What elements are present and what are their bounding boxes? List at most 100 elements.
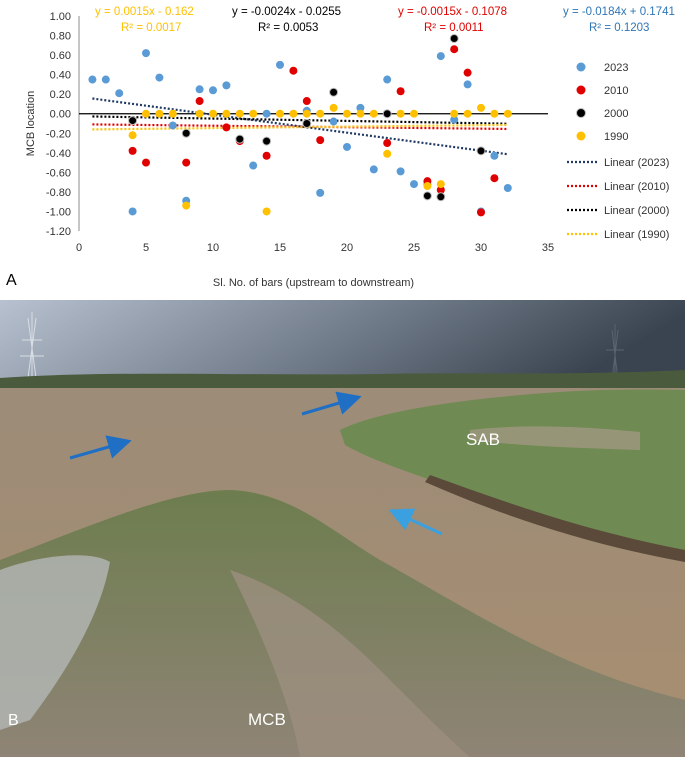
point-2023 bbox=[195, 85, 204, 94]
right-pylon bbox=[606, 324, 624, 382]
point-2010 bbox=[302, 97, 311, 106]
point-1990 bbox=[168, 109, 177, 118]
point-2000 bbox=[128, 116, 138, 126]
legend-marker-2000 bbox=[576, 108, 586, 118]
point-1990 bbox=[356, 109, 365, 118]
panel-b-photo bbox=[0, 300, 685, 757]
point-2023 bbox=[262, 109, 271, 118]
mcb-flooded-area bbox=[0, 555, 110, 730]
point-2000 bbox=[235, 134, 245, 144]
point-1990 bbox=[503, 109, 512, 118]
sab-sand bbox=[470, 426, 640, 450]
point-1990 bbox=[142, 109, 150, 118]
point-2023 bbox=[316, 188, 325, 197]
point-1990 bbox=[423, 182, 432, 191]
point-1990 bbox=[128, 131, 137, 140]
point-2023 bbox=[343, 142, 351, 151]
point-2000 bbox=[422, 191, 432, 201]
point-2023 bbox=[249, 161, 258, 170]
equation-2023: y = -0.0184x + 0.1741 bbox=[563, 6, 675, 18]
point-1990 bbox=[477, 103, 485, 112]
sab-bank bbox=[425, 475, 685, 562]
legend-marker-2010 bbox=[576, 85, 586, 95]
left-pylon bbox=[20, 312, 44, 380]
point-2023 bbox=[436, 52, 445, 61]
x-tick-label: 35 bbox=[542, 242, 554, 254]
point-2000 bbox=[449, 33, 459, 43]
legend-trend-label: Linear (1990) bbox=[604, 229, 669, 241]
x-tick-label: 15 bbox=[274, 242, 286, 254]
point-2010 bbox=[436, 185, 445, 194]
point-2023 bbox=[490, 151, 499, 160]
sky bbox=[0, 300, 685, 380]
mcb-label: MCB bbox=[248, 710, 286, 729]
point-2010 bbox=[383, 139, 392, 148]
trendline-2023 bbox=[92, 97, 508, 156]
x-tick-label: 0 bbox=[76, 242, 82, 254]
point-1990 bbox=[383, 149, 392, 158]
point-2000 bbox=[181, 128, 191, 138]
point-2010 bbox=[195, 97, 204, 106]
point-2023 bbox=[463, 80, 472, 89]
legend-label-1990: 1990 bbox=[604, 131, 628, 143]
point-1990 bbox=[262, 207, 271, 216]
point-1990 bbox=[222, 109, 231, 118]
y-tick-label: -1.20 bbox=[46, 226, 71, 238]
point-2010 bbox=[222, 123, 231, 132]
point-2000 bbox=[302, 119, 312, 128]
point-1990 bbox=[182, 201, 191, 210]
point-1990 bbox=[490, 109, 499, 118]
legend-trend-label: Linear (2023) bbox=[604, 157, 669, 169]
point-2000 bbox=[476, 146, 486, 156]
scatter-chart: 1.00 0.80 0.60 0.40 0.20 0.00 -0.20 -0.40 -0.60 -… bbox=[25, 6, 675, 289]
point-1990 bbox=[276, 109, 284, 118]
trendline-1990 bbox=[92, 123, 508, 131]
y-tick-label: -0.40 bbox=[46, 148, 71, 160]
y-tick-label: -0.80 bbox=[46, 187, 71, 199]
point-2010 bbox=[396, 87, 405, 96]
y-tick-label: -1.00 bbox=[46, 206, 71, 218]
point-2000 bbox=[436, 192, 446, 202]
r2-2023: R² = 0.1203 bbox=[589, 22, 649, 34]
mcb-sand bbox=[230, 570, 470, 757]
legend-marker-1990 bbox=[576, 131, 586, 141]
point-2010 bbox=[289, 66, 298, 75]
y-axis-label: MCB location bbox=[25, 91, 37, 156]
point-2023 bbox=[209, 86, 217, 95]
point-1990 bbox=[329, 103, 338, 112]
point-2000 bbox=[382, 109, 392, 119]
point-1990 bbox=[289, 109, 298, 118]
river-photo bbox=[0, 300, 685, 757]
point-2023 bbox=[329, 117, 338, 126]
x-tick-label: 10 bbox=[207, 242, 219, 254]
trendline-2000 bbox=[92, 115, 508, 125]
x-tick-label: 20 bbox=[341, 242, 353, 254]
equation-2010: y = -0.0015x - 0.1078 bbox=[398, 6, 507, 18]
point-2000 bbox=[262, 136, 272, 146]
x-tick-label: 5 bbox=[143, 242, 149, 254]
point-1990 bbox=[302, 109, 311, 118]
point-1990 bbox=[235, 109, 244, 118]
point-1990 bbox=[410, 109, 418, 118]
legend-trend-label: Linear (2000) bbox=[604, 205, 669, 217]
point-1990 bbox=[463, 109, 472, 118]
point-2023 bbox=[396, 167, 405, 176]
y-tick-label: 0.80 bbox=[50, 31, 71, 43]
point-2023 bbox=[142, 49, 150, 58]
y-tick-label: 0.20 bbox=[50, 89, 71, 101]
legend-label-2023: 2023 bbox=[604, 62, 628, 74]
point-2023 bbox=[155, 73, 164, 82]
y-tick-label: 0.60 bbox=[50, 50, 71, 62]
panel-a-chart: 1.00 0.80 0.60 0.40 0.20 0.00 -0.20 -0.40 -0.60 -… bbox=[0, 0, 685, 300]
point-2023 bbox=[88, 75, 97, 84]
point-2023 bbox=[128, 207, 137, 216]
y-tick-label: 0.40 bbox=[50, 70, 71, 82]
legend-label-2000: 2000 bbox=[604, 108, 628, 120]
equation-2000: y = -0.0024x - 0.0255 bbox=[232, 6, 341, 18]
point-2023 bbox=[369, 165, 378, 174]
point-2023 bbox=[276, 60, 284, 69]
point-2010 bbox=[128, 146, 137, 155]
point-2023 bbox=[356, 103, 365, 112]
point-2010 bbox=[262, 151, 271, 160]
r2-2010: R² = 0.0011 bbox=[424, 22, 484, 34]
